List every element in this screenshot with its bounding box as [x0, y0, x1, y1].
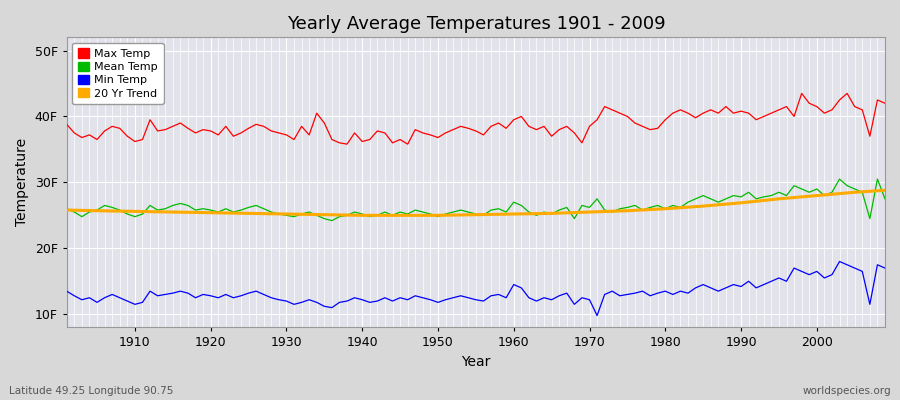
Text: Latitude 49.25 Longitude 90.75: Latitude 49.25 Longitude 90.75	[9, 386, 174, 396]
Y-axis label: Temperature: Temperature	[15, 138, 29, 226]
Text: worldspecies.org: worldspecies.org	[803, 386, 891, 396]
Legend: Max Temp, Mean Temp, Min Temp, 20 Yr Trend: Max Temp, Mean Temp, Min Temp, 20 Yr Tre…	[72, 43, 164, 104]
X-axis label: Year: Year	[461, 355, 491, 369]
Title: Yearly Average Temperatures 1901 - 2009: Yearly Average Temperatures 1901 - 2009	[286, 15, 665, 33]
